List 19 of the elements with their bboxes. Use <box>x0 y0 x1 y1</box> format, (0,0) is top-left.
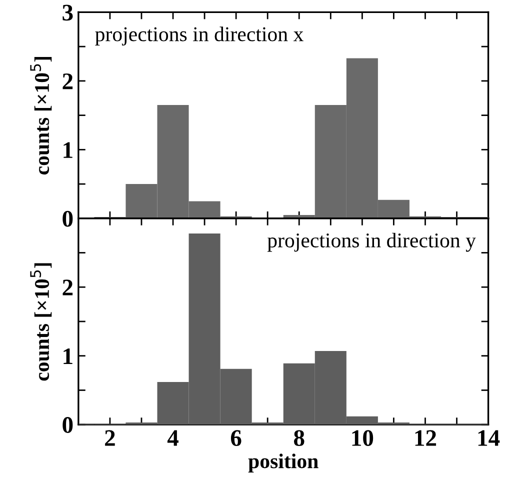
annotation: projections in direction y <box>267 232 476 252</box>
y-tick-label: 1 <box>64 142 72 158</box>
x-tick-label: 12 <box>415 430 436 446</box>
y-axis-title: counts [×10$^{5}$] <box>30 263 52 381</box>
x-tick-label: 8 <box>294 430 304 446</box>
y-tick-label: 1 <box>64 348 72 364</box>
x-tick-label: 6 <box>230 430 242 446</box>
annotation: projections in direction x <box>95 26 304 46</box>
y-tick-label: 2 <box>62 73 73 90</box>
x-tick-label: 4 <box>167 430 178 446</box>
y-tick-label: 0 <box>62 210 73 227</box>
x-axis-title: position <box>248 454 318 473</box>
y-tick-label: 3 <box>62 4 73 21</box>
x-tick-label: 10 <box>352 430 374 446</box>
y-tick-label: 2 <box>62 280 73 296</box>
x-tick-label: 14 <box>478 430 500 446</box>
x-tick-label: 2 <box>105 430 115 446</box>
y-axis-title: counts [×10$^{5}$] <box>30 57 52 174</box>
y-tick-label: 0 <box>62 417 73 433</box>
